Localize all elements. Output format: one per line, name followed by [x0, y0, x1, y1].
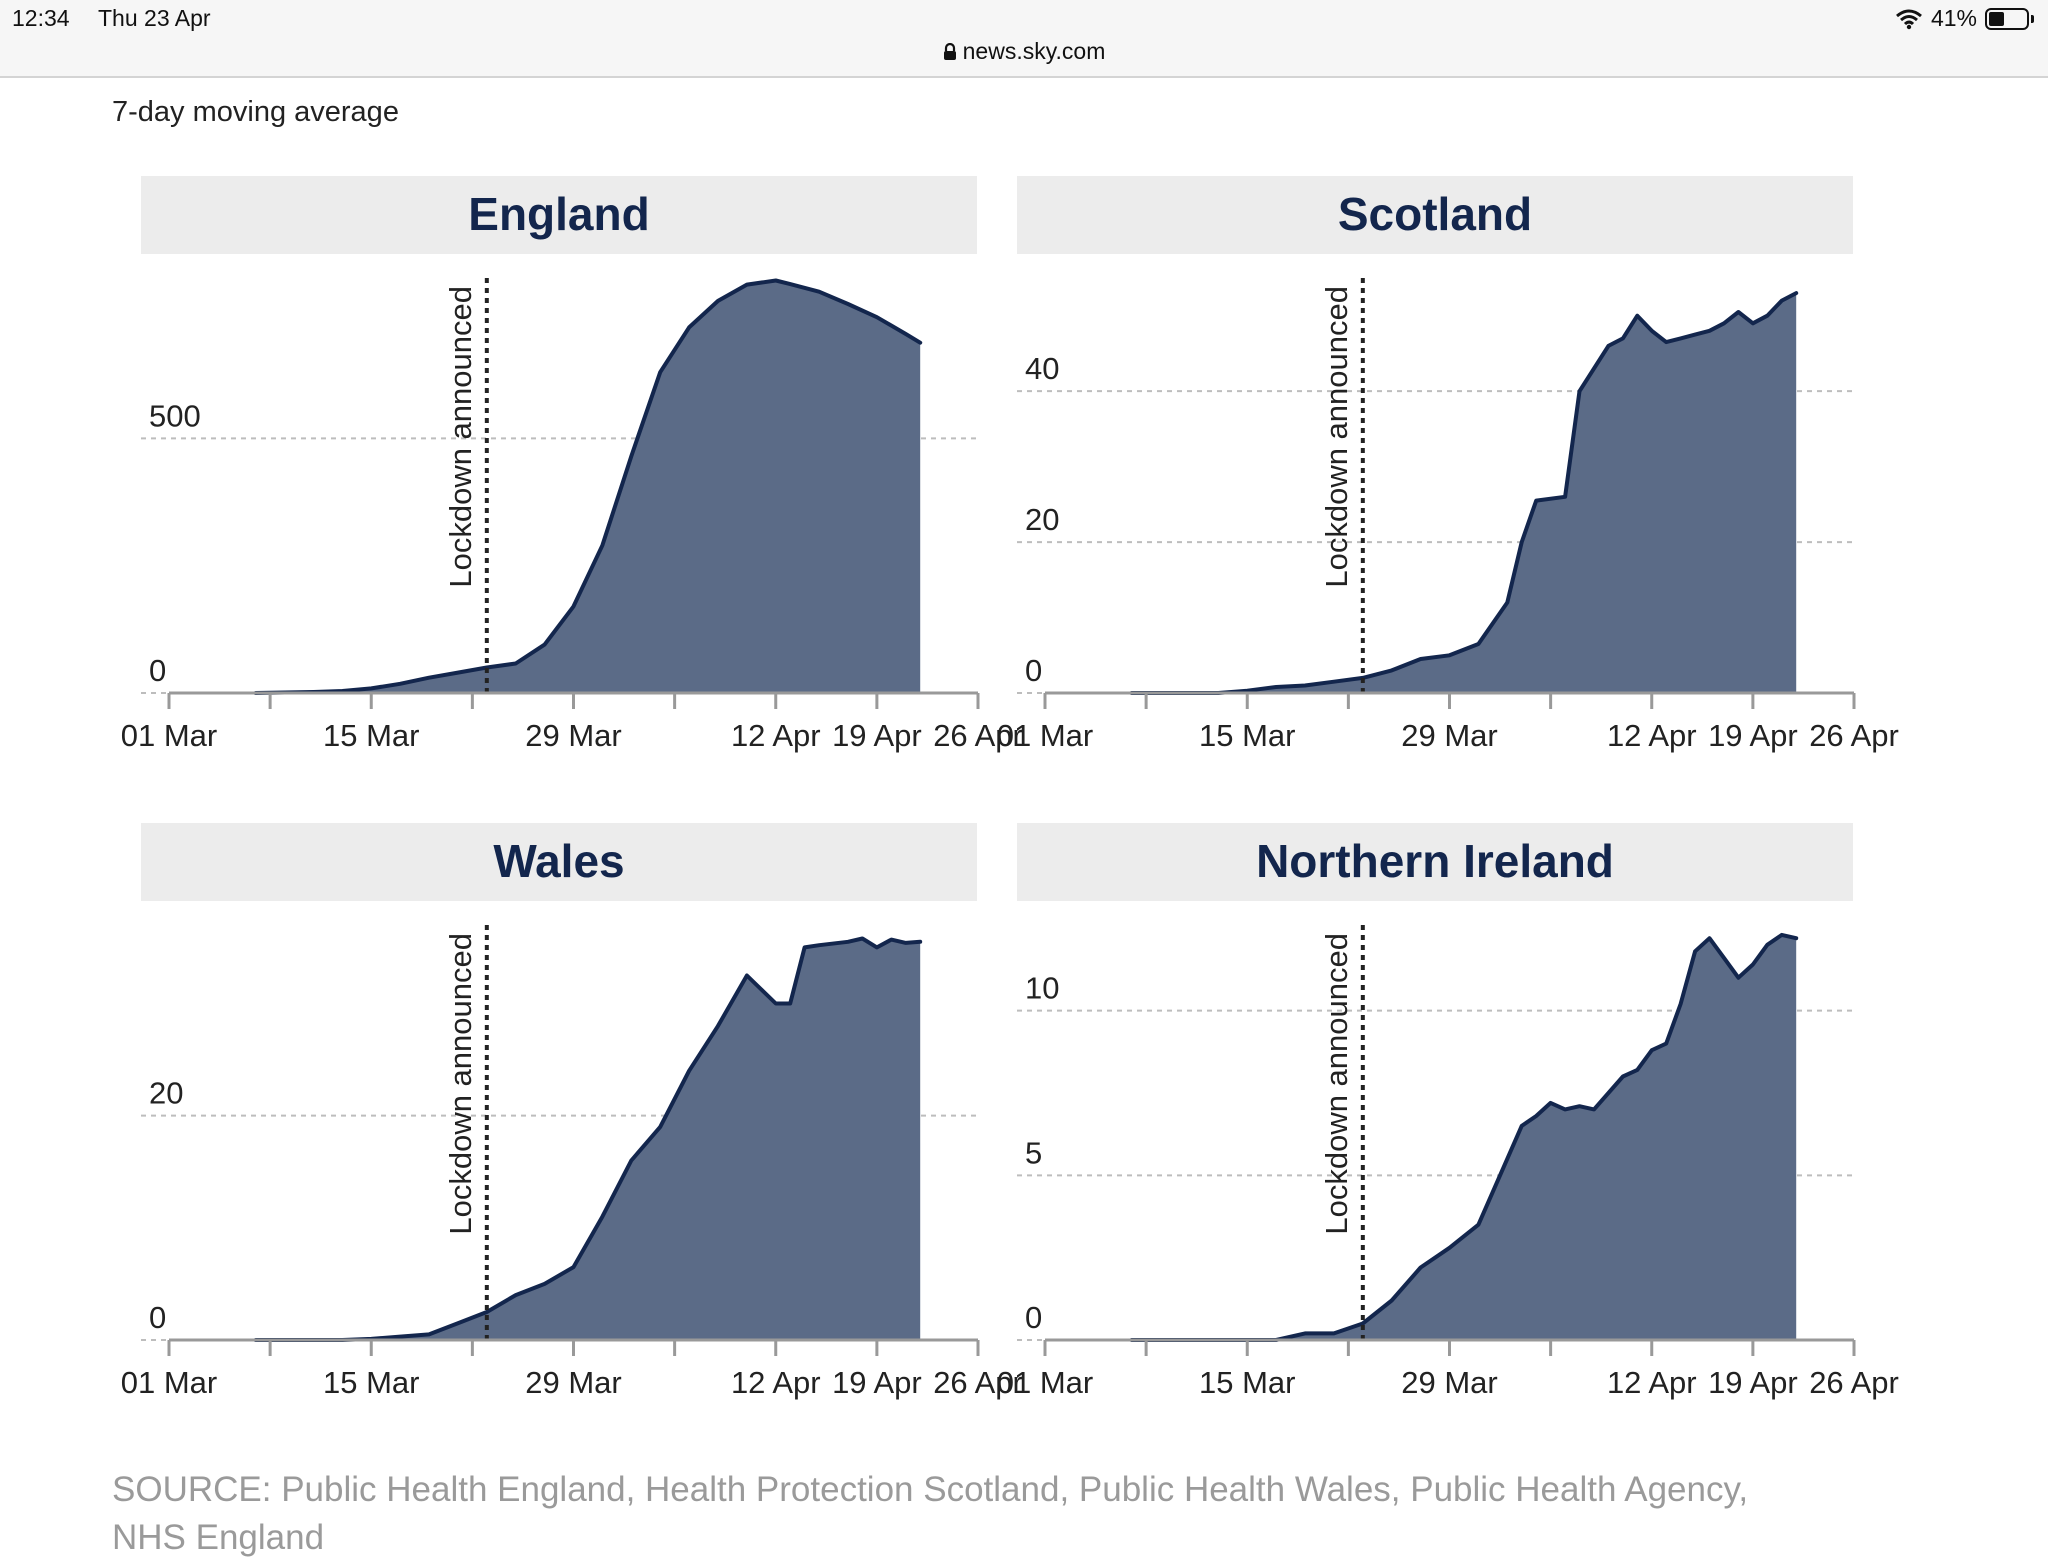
x-tick-label-wales: 29 Mar [525, 1365, 621, 1400]
x-tick-label-wales: 01 Mar [121, 1365, 217, 1400]
area-northern-ireland [1132, 935, 1797, 1340]
y-tick-label-wales-20: 20 [149, 1076, 183, 1111]
y-tick-label-northern-ireland-10: 10 [1025, 971, 1059, 1006]
y-tick-label-scotland-0: 0 [1025, 653, 1042, 688]
x-tick-label-england: 19 Apr [832, 718, 922, 753]
x-tick-label-england: 12 Apr [731, 718, 821, 753]
x-tick-label-scotland: 15 Mar [1199, 718, 1295, 753]
y-tick-label-wales-0: 0 [149, 1300, 166, 1335]
lockdown-label-scotland: Lockdown announced [1319, 286, 1354, 588]
x-tick-label-northern-ireland: 19 Apr [1708, 1365, 1798, 1400]
y-tick-label-scotland-20: 20 [1025, 502, 1059, 537]
x-tick-label-wales: 19 Apr [832, 1365, 922, 1400]
y-tick-label-northern-ireland-5: 5 [1025, 1135, 1042, 1170]
x-tick-label-northern-ireland: 29 Mar [1401, 1365, 1497, 1400]
chart-title-wales: Wales [493, 835, 624, 887]
x-tick-label-wales: 15 Mar [323, 1365, 419, 1400]
lockdown-label-northern-ireland: Lockdown announced [1319, 933, 1354, 1235]
x-tick-label-england: 29 Mar [525, 718, 621, 753]
x-tick-label-scotland: 26 Apr [1809, 718, 1899, 753]
area-england [256, 281, 921, 694]
x-tick-label-scotland: 29 Mar [1401, 718, 1497, 753]
source-note: SOURCE: Public Health England, Health Pr… [112, 1470, 1748, 1510]
x-tick-label-scotland: 12 Apr [1607, 718, 1697, 753]
y-tick-label-scotland-40: 40 [1025, 351, 1059, 386]
x-tick-label-northern-ireland: 15 Mar [1199, 1365, 1295, 1400]
x-tick-label-wales: 12 Apr [731, 1365, 821, 1400]
chart-scotland: Scotland 0 20 40 Lockdown announced 01 Mar 15 … [997, 176, 1899, 753]
x-tick-label-scotland: 01 Mar [997, 718, 1093, 753]
lockdown-label-england: Lockdown announced [443, 286, 478, 588]
chart-wales: Wales 0 20 Lockdown announced 01 Mar 15 Mar 29… [121, 823, 1023, 1400]
source-note-line2: NHS England [112, 1518, 324, 1558]
chart-title-england: England [468, 188, 649, 240]
x-tick-label-northern-ireland: 26 Apr [1809, 1365, 1899, 1400]
chart-title-northern-ireland: Northern Ireland [1256, 835, 1614, 887]
chart-england: England 0 500 Lockdown announced 01 Mar 15 Ma… [121, 176, 1023, 753]
y-tick-label-england-500: 500 [149, 398, 201, 433]
x-tick-label-northern-ireland: 01 Mar [997, 1365, 1093, 1400]
chart-title-scotland: Scotland [1338, 188, 1532, 240]
y-tick-label-england-0: 0 [149, 653, 166, 688]
lockdown-label-wales: Lockdown announced [443, 933, 478, 1235]
x-tick-label-northern-ireland: 12 Apr [1607, 1365, 1697, 1400]
y-tick-label-northern-ireland-0: 0 [1025, 1300, 1042, 1335]
area-wales [256, 939, 921, 1341]
x-tick-label-scotland: 19 Apr [1708, 718, 1798, 753]
area-scotland [1132, 293, 1797, 693]
chart-northern-ireland: Northern Ireland 0 5 10 Lockdown announced 01… [997, 823, 1899, 1400]
x-tick-label-england: 15 Mar [323, 718, 419, 753]
x-tick-label-england: 01 Mar [121, 718, 217, 753]
